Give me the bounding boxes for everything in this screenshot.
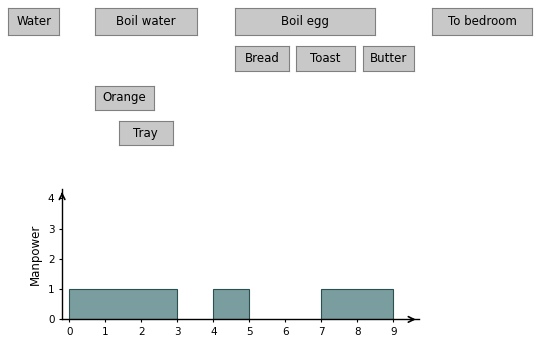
Text: Boil egg: Boil egg <box>281 15 329 28</box>
Bar <box>321 289 393 319</box>
Text: Butter: Butter <box>370 52 407 65</box>
Text: Water: Water <box>16 15 51 28</box>
Text: To bedroom: To bedroom <box>448 15 516 28</box>
Text: Boil water: Boil water <box>116 15 176 28</box>
Bar <box>213 289 249 319</box>
Text: Orange: Orange <box>102 91 146 104</box>
Bar <box>69 289 177 319</box>
Text: Tray: Tray <box>133 127 158 140</box>
Text: Toast: Toast <box>310 52 341 65</box>
Y-axis label: Manpower: Manpower <box>29 224 42 285</box>
Text: Bread: Bread <box>245 52 279 65</box>
